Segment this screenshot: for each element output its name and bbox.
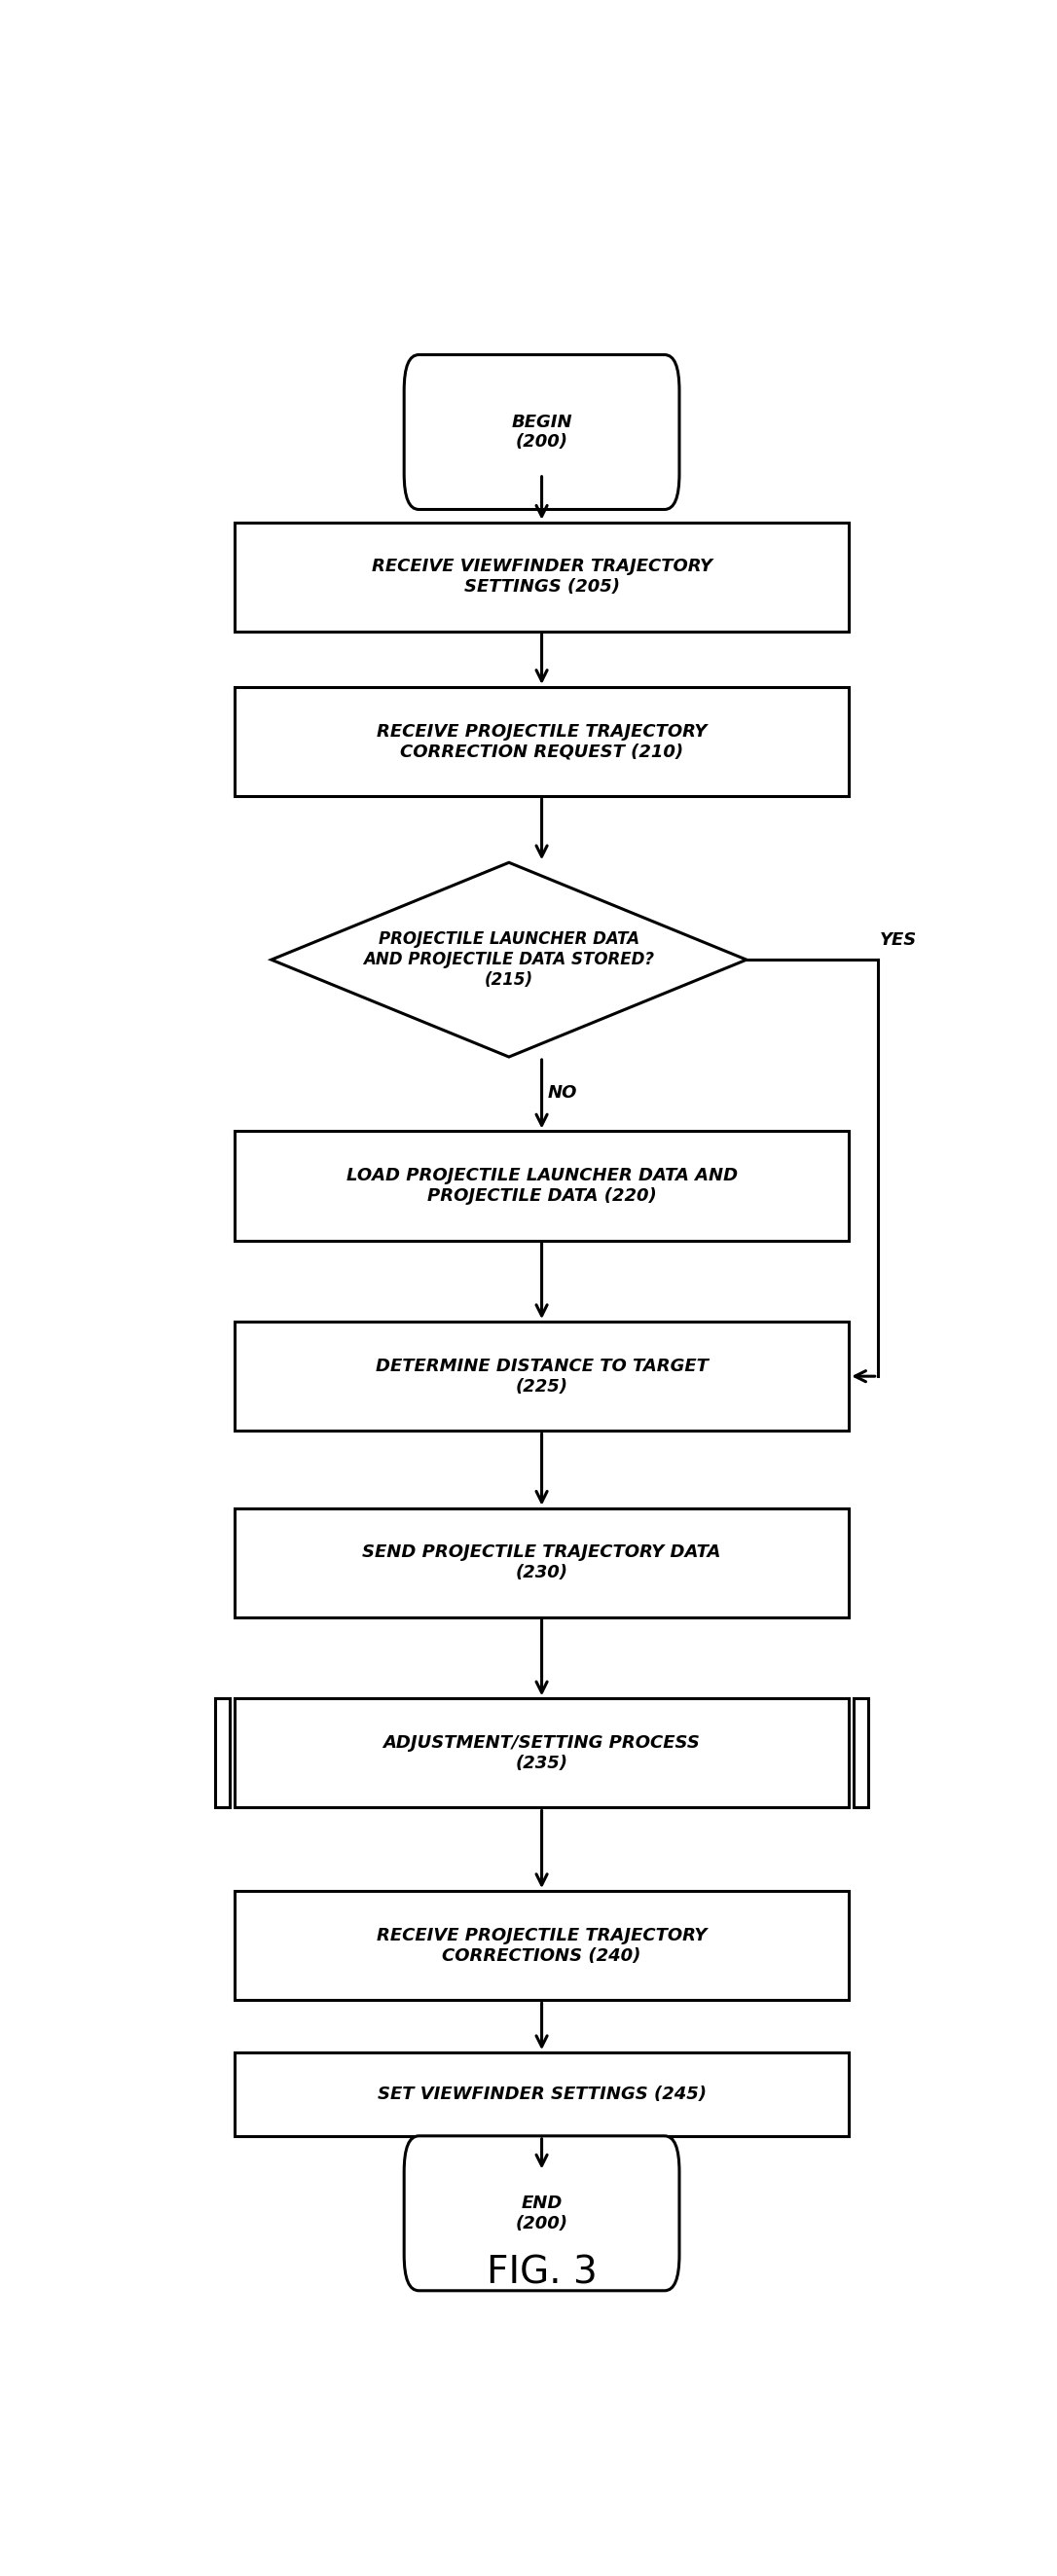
Bar — [235, 2053, 849, 2136]
Text: ADJUSTMENT/SETTING PROCESS
(235): ADJUSTMENT/SETTING PROCESS (235) — [383, 1734, 701, 1772]
Text: PROJECTILE LAUNCHER DATA
AND PROJECTILE DATA STORED?
(215): PROJECTILE LAUNCHER DATA AND PROJECTILE … — [364, 930, 654, 989]
Bar — [235, 1131, 849, 1242]
Text: NO: NO — [548, 1084, 577, 1103]
Text: RECEIVE VIEWFINDER TRAJECTORY
SETTINGS (205): RECEIVE VIEWFINDER TRAJECTORY SETTINGS (… — [371, 559, 712, 595]
Text: LOAD PROJECTILE LAUNCHER DATA AND
PROJECTILE DATA (220): LOAD PROJECTILE LAUNCHER DATA AND PROJEC… — [346, 1167, 738, 1206]
Text: FIG. 3: FIG. 3 — [486, 2254, 597, 2290]
Bar — [235, 1321, 849, 1430]
Text: RECEIVE PROJECTILE TRAJECTORY
CORRECTIONS (240): RECEIVE PROJECTILE TRAJECTORY CORRECTION… — [376, 1927, 707, 1965]
Text: END
(200): END (200) — [516, 2195, 568, 2233]
Bar — [854, 1698, 869, 1808]
Text: RECEIVE PROJECTILE TRAJECTORY
CORRECTION REQUEST (210): RECEIVE PROJECTILE TRAJECTORY CORRECTION… — [376, 724, 707, 760]
Text: YES: YES — [879, 930, 916, 948]
Text: SET VIEWFINDER SETTINGS (245): SET VIEWFINDER SETTINGS (245) — [377, 2087, 706, 2102]
Polygon shape — [272, 863, 746, 1056]
FancyBboxPatch shape — [404, 2136, 680, 2290]
Bar — [235, 1891, 849, 1999]
Bar — [235, 1698, 849, 1808]
Bar — [235, 1507, 849, 1618]
Text: DETERMINE DISTANCE TO TARGET
(225): DETERMINE DISTANCE TO TARGET (225) — [375, 1358, 708, 1396]
Bar — [215, 1698, 229, 1808]
Text: SEND PROJECTILE TRAJECTORY DATA
(230): SEND PROJECTILE TRAJECTORY DATA (230) — [363, 1543, 721, 1582]
Bar — [235, 688, 849, 796]
Bar — [235, 523, 849, 631]
Text: BEGIN
(200): BEGIN (200) — [512, 412, 572, 451]
FancyBboxPatch shape — [404, 355, 680, 510]
